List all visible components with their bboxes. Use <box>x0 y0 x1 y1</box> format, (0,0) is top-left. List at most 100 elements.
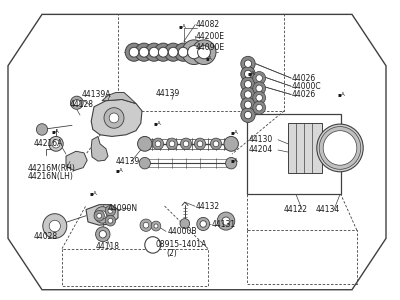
Circle shape <box>182 40 206 64</box>
Circle shape <box>169 141 175 147</box>
Text: ▪: ▪ <box>179 24 182 29</box>
Circle shape <box>244 70 252 78</box>
Circle shape <box>241 108 255 122</box>
Circle shape <box>226 158 237 169</box>
Circle shape <box>256 75 262 81</box>
Circle shape <box>222 217 230 225</box>
Circle shape <box>94 207 110 223</box>
Text: 44216N(LH): 44216N(LH) <box>28 172 74 181</box>
Circle shape <box>256 85 262 92</box>
Text: 44082: 44082 <box>196 20 220 29</box>
Circle shape <box>138 136 152 151</box>
Circle shape <box>98 211 106 219</box>
Circle shape <box>197 141 203 147</box>
Circle shape <box>256 94 262 101</box>
Circle shape <box>253 71 266 85</box>
Circle shape <box>325 132 355 164</box>
Circle shape <box>154 224 158 228</box>
Circle shape <box>105 206 116 216</box>
Text: 44139: 44139 <box>116 157 140 166</box>
Circle shape <box>152 138 164 150</box>
Text: A: A <box>234 130 238 135</box>
Circle shape <box>166 138 178 150</box>
Circle shape <box>244 80 252 88</box>
Text: U: U <box>150 242 155 248</box>
Text: 44000C: 44000C <box>292 82 322 91</box>
Text: 44000B: 44000B <box>167 227 197 236</box>
Circle shape <box>43 214 67 239</box>
Text: A: A <box>157 121 161 126</box>
Text: 44139A: 44139A <box>82 90 112 99</box>
Polygon shape <box>86 205 118 225</box>
Circle shape <box>188 46 200 59</box>
Circle shape <box>49 220 60 232</box>
Polygon shape <box>91 100 142 136</box>
Polygon shape <box>102 92 136 104</box>
Circle shape <box>96 227 110 242</box>
Text: 44131: 44131 <box>212 220 236 229</box>
Bar <box>288 123 322 172</box>
Circle shape <box>135 43 153 61</box>
Text: 44134: 44134 <box>316 205 340 214</box>
Text: ▪: ▪ <box>52 129 56 134</box>
Circle shape <box>241 56 255 71</box>
Circle shape <box>200 221 206 227</box>
Text: 44130: 44130 <box>249 135 273 144</box>
Text: 44090N: 44090N <box>108 204 138 213</box>
Circle shape <box>149 47 159 57</box>
Circle shape <box>143 222 149 228</box>
Circle shape <box>244 111 252 119</box>
Text: A: A <box>55 129 59 134</box>
Circle shape <box>194 138 206 150</box>
Polygon shape <box>91 136 108 161</box>
Text: 44118: 44118 <box>96 242 120 251</box>
Text: A: A <box>208 56 212 61</box>
Text: 44026: 44026 <box>292 74 316 82</box>
Text: 44216M(RH): 44216M(RH) <box>28 164 76 173</box>
Circle shape <box>174 43 192 61</box>
Text: 44204: 44204 <box>249 146 273 154</box>
Circle shape <box>140 219 152 231</box>
Text: ▪: ▪ <box>90 191 94 196</box>
Circle shape <box>183 141 189 147</box>
Circle shape <box>108 218 113 223</box>
Text: ▪: ▪ <box>338 92 342 97</box>
Text: A: A <box>234 158 238 163</box>
Circle shape <box>197 218 210 230</box>
Circle shape <box>97 213 102 218</box>
Circle shape <box>244 101 252 109</box>
Text: 44200E: 44200E <box>196 32 225 41</box>
Text: ▪: ▪ <box>116 169 120 173</box>
Circle shape <box>241 87 255 102</box>
Circle shape <box>125 43 143 61</box>
Circle shape <box>210 138 222 150</box>
Circle shape <box>49 136 63 151</box>
Text: 44139: 44139 <box>156 89 180 98</box>
Circle shape <box>256 104 262 111</box>
Circle shape <box>244 60 252 68</box>
Circle shape <box>253 91 266 104</box>
Circle shape <box>213 141 219 147</box>
Circle shape <box>151 221 161 231</box>
Circle shape <box>108 208 113 213</box>
Circle shape <box>109 113 119 123</box>
Circle shape <box>139 47 149 57</box>
Text: A: A <box>341 92 345 97</box>
Text: (2): (2) <box>166 249 177 258</box>
Circle shape <box>155 141 161 147</box>
Text: 44132: 44132 <box>196 202 220 211</box>
Text: A: A <box>182 24 186 29</box>
Text: ▪: ▪ <box>205 56 209 61</box>
Text: 44216A: 44216A <box>34 139 63 148</box>
Circle shape <box>253 101 266 114</box>
Circle shape <box>99 230 106 238</box>
Text: 44128: 44128 <box>70 100 94 109</box>
Circle shape <box>129 47 139 57</box>
Polygon shape <box>8 14 386 290</box>
Circle shape <box>180 138 192 150</box>
Text: ▪: ▪ <box>248 71 252 76</box>
Circle shape <box>198 46 210 59</box>
Circle shape <box>145 237 161 253</box>
Text: A: A <box>119 169 123 173</box>
Circle shape <box>168 47 178 57</box>
